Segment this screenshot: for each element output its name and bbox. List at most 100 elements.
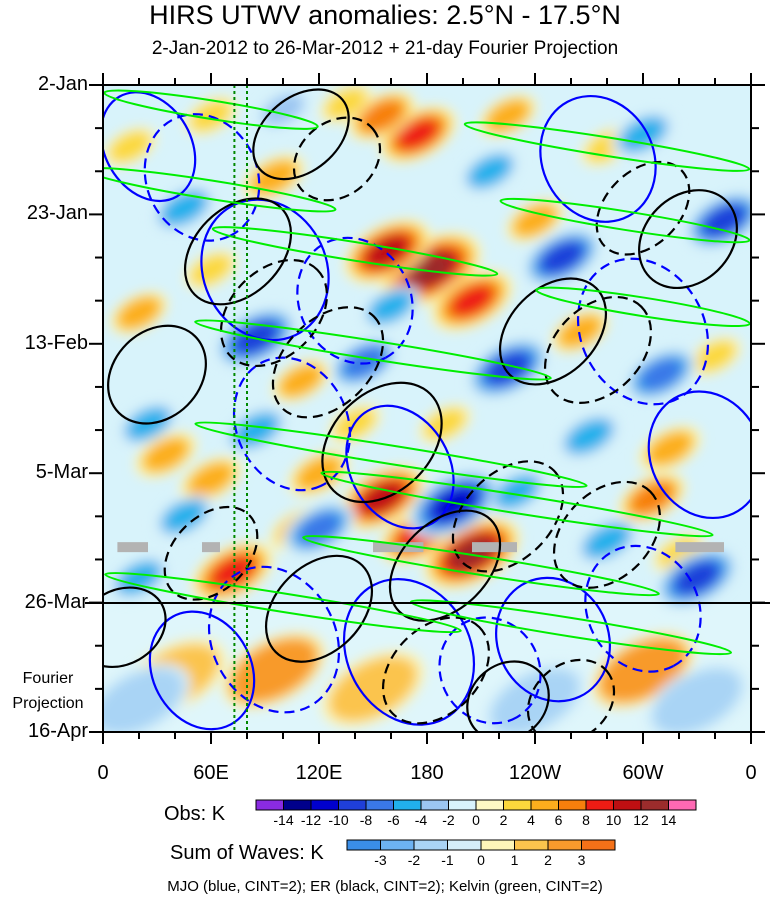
colorbar-tick-label: 6 xyxy=(554,812,563,828)
y-tick-label: 2-Jan xyxy=(37,73,88,95)
colorbar-swatch xyxy=(447,839,482,851)
colorbar-tick-label: -10 xyxy=(328,812,349,828)
mjo-contour xyxy=(576,257,710,406)
er-contour xyxy=(292,116,382,202)
er-contour xyxy=(381,616,491,725)
anomaly-blob xyxy=(360,482,404,514)
waves-colorbar xyxy=(346,839,616,851)
anomaly-blob xyxy=(450,284,494,317)
missing-data-segment xyxy=(117,542,148,553)
anomaly-blob xyxy=(361,100,403,132)
anomaly-field xyxy=(103,85,751,732)
anomaly-blob xyxy=(541,242,583,274)
colorbar-swatch xyxy=(581,839,616,851)
kelvin-contour xyxy=(463,121,751,172)
y-tick-label: 16-Apr xyxy=(27,720,88,742)
wave-legend-footnote: MJO (blue, CINT=2); ER (black, CINT=2); … xyxy=(167,878,603,895)
colorbar-swatch xyxy=(413,839,448,851)
anomaly-blob xyxy=(469,156,511,187)
missing-data-segment xyxy=(202,542,220,553)
anomaly-blob xyxy=(297,457,341,490)
mjo-contour xyxy=(200,198,330,342)
er-contour xyxy=(498,277,608,386)
colorbar-swatch xyxy=(448,799,477,811)
er-contour xyxy=(388,509,502,622)
colorbar-swatch xyxy=(613,799,642,811)
er-contour xyxy=(451,460,565,573)
kelvin-contour xyxy=(320,470,714,538)
chart-subtitle: 2-Jan-2012 to 26-Mar-2012 + 21-day Fouri… xyxy=(151,38,619,59)
colorbar-swatch xyxy=(558,799,587,811)
colorbar-tick-label: 0 xyxy=(472,812,480,828)
colorbar-swatch xyxy=(365,799,394,811)
er-contour xyxy=(107,324,207,425)
colorbar-swatch xyxy=(547,839,582,851)
colorbar-tick-label: -3 xyxy=(374,852,387,868)
colorbar-tick-label: 8 xyxy=(582,812,590,828)
mjo-contour xyxy=(539,94,657,223)
colorbar-tick-label: -1 xyxy=(441,852,454,868)
kelvin-contour xyxy=(194,319,552,381)
mjo-contour xyxy=(207,565,341,714)
colorbar-tick-label: 2 xyxy=(544,852,552,868)
anomaly-blob xyxy=(118,562,160,594)
colorbar-tick-label: -2 xyxy=(442,812,455,828)
kelvin-contour xyxy=(194,421,588,489)
x-tick-label: 0 xyxy=(97,762,109,784)
colorbar-tick-label: 1 xyxy=(510,852,519,868)
anomaly-blob xyxy=(567,420,611,453)
missing-data-segment xyxy=(373,542,424,553)
missing-data-bands xyxy=(117,542,724,553)
colorbar-swatch xyxy=(338,799,367,811)
colorbar-swatch xyxy=(420,799,449,811)
chart-title: HIRS UTWV anomalies: 2.5°N - 17.5°N xyxy=(149,0,621,30)
anomaly-blob xyxy=(162,192,206,225)
anomaly-blob xyxy=(652,668,742,732)
er-contour xyxy=(219,258,329,368)
kelvin-contour xyxy=(535,286,751,328)
x-tick-label: 180 xyxy=(410,762,444,784)
er-contour xyxy=(163,505,259,601)
mjo-contour xyxy=(148,610,256,731)
anomaly-blob xyxy=(144,438,188,471)
anomaly-blob xyxy=(118,297,160,329)
er-contour xyxy=(264,554,374,663)
y-tick-label: 13-Feb xyxy=(24,331,88,354)
waves-colorbar-label: Sum of Waves: K xyxy=(170,842,324,864)
obs-colorbar xyxy=(255,799,697,811)
x-tick-label: 60E xyxy=(193,762,229,784)
mjo-contour xyxy=(584,544,702,673)
anomaly-blob xyxy=(108,130,152,163)
colorbar-swatch xyxy=(585,799,614,811)
mjo-contour xyxy=(438,616,542,725)
colorbar-tick-label: 3 xyxy=(577,852,586,868)
er-contour xyxy=(543,295,653,405)
anomaly-blob xyxy=(559,316,601,347)
kelvin-contour xyxy=(409,599,733,656)
anomaly-blob xyxy=(103,668,184,732)
colorbar-swatch xyxy=(475,799,504,811)
anomaly-blob xyxy=(648,432,692,465)
colorbar-swatch xyxy=(310,799,339,811)
colorbar-tick-label: 2 xyxy=(499,812,508,828)
colorbar-tick-label: 14 xyxy=(660,812,677,828)
er-contour xyxy=(638,189,738,290)
x-tick-label: 120E xyxy=(295,762,343,784)
y-tick-label: 26-Mar xyxy=(24,590,88,613)
kelvin-contour xyxy=(211,226,499,277)
er-contour xyxy=(252,88,350,181)
anomaly-blob xyxy=(211,555,255,588)
anomaly-blob xyxy=(280,365,322,397)
colorbar-swatch xyxy=(346,839,381,851)
wave-contours xyxy=(103,88,751,732)
colorbar-swatch xyxy=(393,799,422,811)
y-tick-label: 23-Jan xyxy=(26,202,88,225)
colorbar-tick-label: 12 xyxy=(633,812,649,828)
mjo-contour xyxy=(345,404,455,530)
kelvin-contour xyxy=(302,535,660,597)
colorbar-swatch xyxy=(668,799,697,811)
anomaly-blob xyxy=(366,235,409,267)
anomaly-blob xyxy=(370,291,412,323)
colorbar-swatch xyxy=(380,839,415,851)
